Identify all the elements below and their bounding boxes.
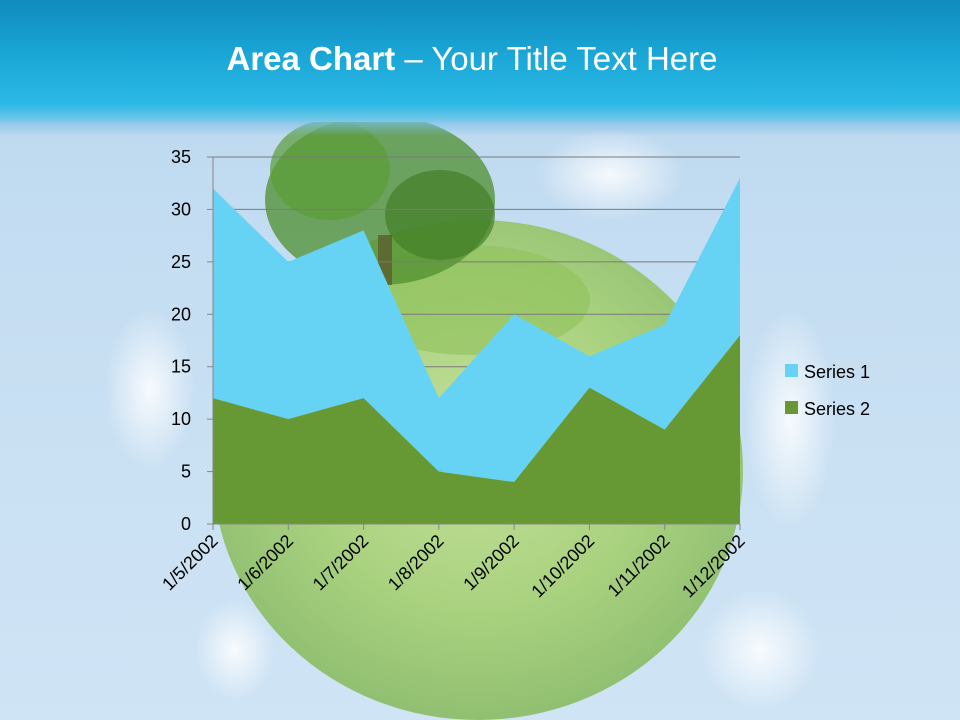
slide-title: Area Chart – Your Title Text Here xyxy=(0,40,944,78)
x-tick-label-0: 1/5/2002 xyxy=(158,531,222,595)
title-rest: – Your Title Text Here xyxy=(395,40,718,77)
y-tick-label-5: 5 xyxy=(181,462,191,482)
area-series xyxy=(213,177,740,524)
series-1-area xyxy=(213,177,740,483)
legend-label-series-1: Series 1 xyxy=(804,362,870,382)
axes xyxy=(207,156,741,530)
y-tick-label-0: 0 xyxy=(181,514,191,534)
y-tick-label-15: 15 xyxy=(171,357,191,377)
x-tick-label-4: 1/9/2002 xyxy=(459,531,523,595)
x-tick-label-7: 1/12/2002 xyxy=(678,531,749,602)
title-bold: Area Chart xyxy=(226,40,396,77)
legend-swatch-series-1 xyxy=(785,364,798,377)
legend-swatch-series-2 xyxy=(785,401,798,414)
y-tick-label-20: 20 xyxy=(171,304,191,324)
series-2-area xyxy=(213,335,740,524)
x-tick-label-6: 1/11/2002 xyxy=(604,531,674,601)
y-tick-label-30: 30 xyxy=(171,199,191,219)
legend-label-series-2: Series 2 xyxy=(804,399,870,419)
y-tick-labels: 0 5 10 15 20 25 30 35 xyxy=(171,147,191,534)
y-tick-label-25: 25 xyxy=(171,252,191,272)
title-bar xyxy=(0,0,960,136)
x-tick-label-2: 1/7/2002 xyxy=(309,531,373,595)
x-tick-label-3: 1/8/2002 xyxy=(384,531,448,595)
y-tick-label-35: 35 xyxy=(171,147,191,167)
y-tick-label-10: 10 xyxy=(171,409,191,429)
legend: Series 1 Series 2 xyxy=(785,362,870,419)
x-tick-label-1: 1/6/2002 xyxy=(233,531,297,595)
x-tick-label-5: 1/10/2002 xyxy=(527,531,598,602)
x-tick-labels: 1/5/2002 1/6/2002 1/7/2002 1/8/2002 1/9/2002… xyxy=(158,531,749,602)
